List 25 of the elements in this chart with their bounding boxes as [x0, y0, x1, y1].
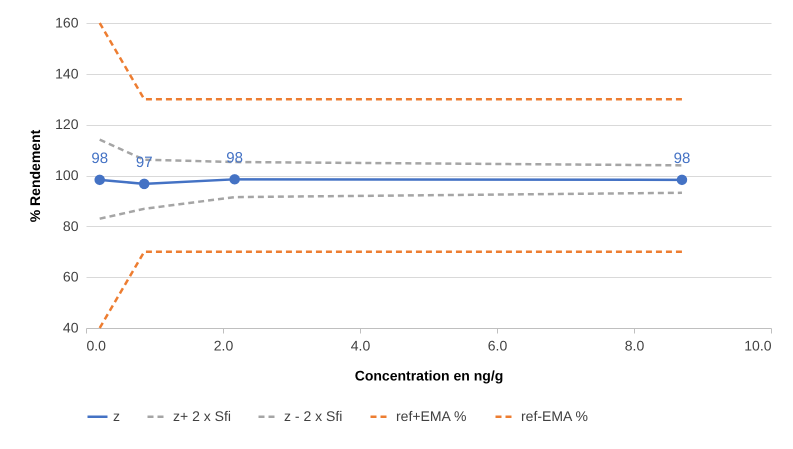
x-tick-label: 2.0 — [214, 338, 234, 354]
data-label: 98 — [674, 150, 690, 167]
legend-label: z — [113, 408, 120, 424]
legend-label: ref+EMA % — [396, 408, 466, 424]
y-tick-label: 40 — [62, 320, 79, 336]
data-label: 98 — [91, 150, 108, 167]
legend-label: ref-EMA % — [521, 408, 588, 424]
x-tick-label: 10.0 — [744, 338, 772, 354]
line-series — [98, 192, 684, 220]
y-tick-label: 140 — [55, 65, 79, 82]
x-tick-label: 0.0 — [86, 338, 106, 354]
data-label: 97 — [136, 154, 153, 171]
y-axis-title: % Rendement — [27, 129, 44, 222]
y-tick-label: 80 — [62, 218, 79, 234]
data-label: 98 — [226, 149, 243, 166]
legend-label: z - 2 x Sfi — [284, 408, 342, 424]
y-tick-label: 60 — [62, 268, 79, 285]
x-tick-label: 8.0 — [624, 338, 644, 354]
legend-label: z+ 2 x Sfi — [173, 408, 231, 424]
x-tick-label: 4.0 — [350, 338, 370, 354]
x-axis-title: Concentration en ng/g — [354, 368, 504, 384]
y-tick-label: 160 — [55, 14, 79, 30]
x-tick-label: 6.0 — [488, 338, 508, 354]
y-tick-label: 120 — [55, 116, 79, 132]
y-tick-label: 100 — [55, 167, 79, 183]
